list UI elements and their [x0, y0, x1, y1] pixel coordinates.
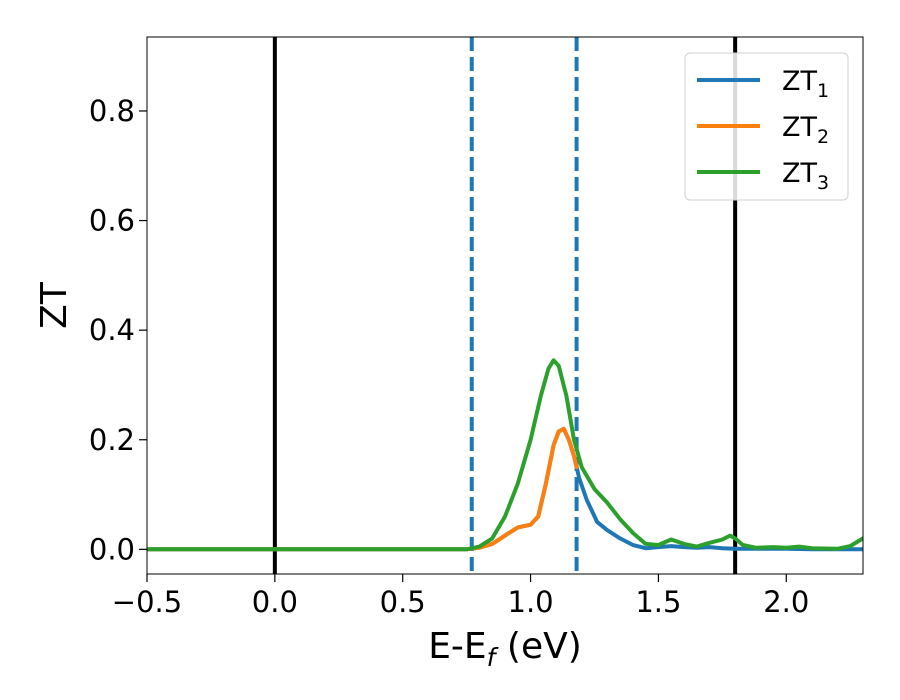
legend: ZT1 ZT2 ZT3 [684, 52, 849, 201]
plot-frame [146, 36, 864, 575]
y-tick-label: 0.4 [89, 313, 135, 347]
legend-label-2: ZT2 [782, 112, 829, 148]
x-tick-label: −0.5 [112, 585, 182, 619]
x-tick-label: 0.0 [252, 585, 298, 619]
x-tick-label: 1.5 [635, 585, 681, 619]
legend-box [684, 52, 849, 201]
y-tick-label: 0.2 [89, 423, 135, 457]
axes: −0.5 0.0 0.5 1.0 1.5 2.0 0.0 0.2 0.4 0.6 0.8 E-Ef (… [34, 94, 809, 672]
x-axis-label: E-Ef (eV) [428, 626, 582, 672]
legend-label-1: ZT1 [782, 66, 829, 102]
y-axis-label: ZT [34, 281, 75, 329]
y-tick-label: 0.6 [89, 204, 135, 238]
series-line-2 [147, 426, 579, 552]
y-tick-label: 0.0 [89, 532, 135, 566]
series-line-3 [147, 358, 863, 552]
x-tick-label: 0.5 [380, 585, 426, 619]
legend-label-3: ZT3 [782, 158, 829, 194]
y-tick-label: 0.8 [89, 94, 135, 128]
x-tick-label: 2.0 [763, 585, 809, 619]
x-tick-label: 1.0 [508, 585, 554, 619]
